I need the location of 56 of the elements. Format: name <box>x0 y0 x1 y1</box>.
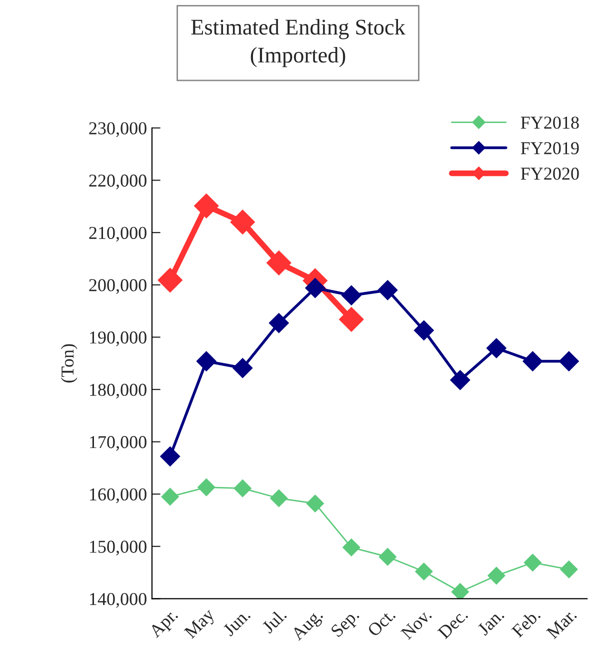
x-tick-label: Aug. <box>290 608 326 644</box>
y-axis-title: (Ton) <box>60 344 78 382</box>
y-tick-label: 200,000 <box>89 279 146 294</box>
point <box>270 490 288 508</box>
x-tick-label: Feb. <box>510 608 541 638</box>
point <box>194 194 219 218</box>
point <box>559 351 579 372</box>
x-tick-label: Sep. <box>330 608 362 640</box>
chart-title: Estimated Ending Stock (Imported) <box>191 19 406 68</box>
point <box>342 538 360 556</box>
point <box>378 548 396 566</box>
point <box>196 351 216 372</box>
x-tick-label: Nov. <box>400 608 432 640</box>
point <box>415 562 433 580</box>
x-tick-label: Dec. <box>437 608 468 640</box>
point <box>524 554 542 572</box>
legend-label: FY2020 <box>520 168 579 180</box>
x-tick-label: Mar. <box>546 608 578 640</box>
y-tick-label: 140,000 <box>90 592 146 608</box>
y-tick-label: 190,000 <box>90 331 146 346</box>
point <box>450 370 470 390</box>
legend-label: FY2019 <box>520 142 579 154</box>
point <box>161 488 179 506</box>
y-tick-label: 150,000 <box>90 540 146 556</box>
y-tick-label: 170,000 <box>90 436 146 451</box>
point <box>488 566 506 584</box>
point <box>158 268 182 292</box>
y-tick-label: 210,000 <box>89 226 146 242</box>
point <box>486 338 506 358</box>
point <box>230 210 255 234</box>
point <box>234 480 252 498</box>
x-tick-label: Oct. <box>366 608 396 638</box>
point <box>160 446 180 466</box>
point <box>232 358 253 378</box>
point <box>414 320 434 340</box>
y-tick-label: 220,000 <box>89 174 146 190</box>
point <box>306 494 324 512</box>
point <box>560 560 578 578</box>
y-tick-label: 160,000 <box>90 488 146 504</box>
point <box>305 278 326 298</box>
point <box>266 250 292 276</box>
point <box>341 285 362 306</box>
point <box>268 313 289 333</box>
x-tick-label: May <box>184 608 218 642</box>
y-tick-label: 180,000 <box>90 384 146 399</box>
x-tick-label: Jul. <box>261 608 288 634</box>
x-tick-label: Apr. <box>148 608 181 641</box>
legend-label: FY2018 <box>520 116 579 129</box>
point <box>339 307 364 332</box>
x-tick-label: Jun. <box>222 608 251 637</box>
point <box>451 583 469 599</box>
point <box>378 280 398 300</box>
y-tick-label: 230,000 <box>89 122 146 137</box>
x-tick-label: Jan. <box>476 608 505 636</box>
point <box>198 478 216 496</box>
point <box>522 351 543 372</box>
